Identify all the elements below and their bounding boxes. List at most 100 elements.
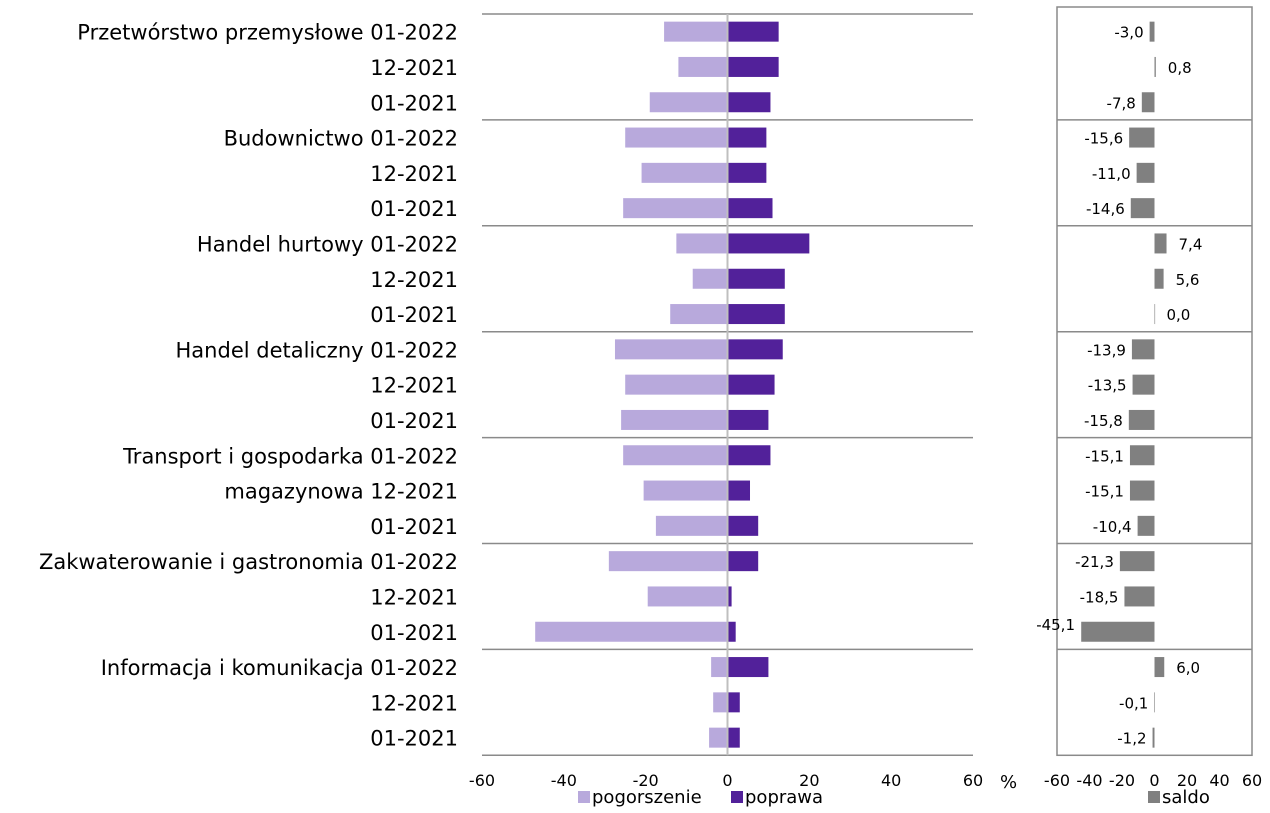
saldo-value-label: -15,8	[1084, 412, 1123, 430]
saldo-value-label: -14,6	[1086, 200, 1125, 218]
x-tick-label: -60	[469, 771, 495, 790]
saldo-value-label: -3,0	[1114, 24, 1143, 42]
saldo-value-label: -21,3	[1075, 553, 1114, 571]
bar-poprawa	[727, 21, 779, 42]
bar-pogorszenie	[535, 621, 728, 642]
saldo-x-tick-label: -40	[1076, 771, 1102, 790]
category-label: magazynowa 12-2021	[224, 480, 458, 504]
bar-pogorszenie	[664, 21, 728, 42]
legend-label-poprawa: poprawa	[745, 787, 823, 808]
category-label: 12-2021	[370, 374, 458, 398]
saldo-value-label: -15,6	[1084, 130, 1123, 148]
saldo-value-label: 6,0	[1176, 659, 1200, 677]
saldo-value-label: 5,6	[1176, 271, 1200, 289]
bar-saldo	[1141, 92, 1155, 113]
bar-poprawa	[727, 515, 759, 536]
bar-poprawa	[727, 445, 771, 466]
bar-pogorszenie	[621, 409, 728, 430]
saldo-panel-border	[1056, 6, 1253, 757]
category-label: Budownictwo 01-2022	[224, 127, 458, 151]
category-label: 01-2021	[370, 197, 458, 221]
bar-pogorszenie	[641, 162, 728, 183]
category-label: Transport i gospodarka 01-2022	[122, 444, 458, 468]
category-label: Handel hurtowy 01-2022	[197, 232, 458, 256]
bar-poprawa	[727, 268, 785, 289]
bar-poprawa	[727, 727, 740, 748]
bar-pogorszenie	[647, 586, 728, 607]
saldo-value-label: -11,0	[1092, 165, 1131, 183]
saldo-value-label: -15,1	[1085, 447, 1124, 465]
bar-saldo	[1154, 56, 1156, 77]
bar-poprawa	[727, 233, 810, 254]
bar-saldo	[1137, 515, 1155, 536]
saldo-value-label: 7,4	[1179, 235, 1203, 253]
saldo-value-label: 0,8	[1168, 59, 1192, 77]
category-label: Handel detaliczny 01-2022	[176, 338, 458, 362]
bar-pogorszenie	[678, 56, 728, 77]
bar-poprawa	[727, 339, 783, 360]
saldo-x-tick-label: 60	[1242, 771, 1262, 790]
bar-saldo	[1152, 727, 1155, 748]
category-label: Zakwaterowanie i gastronomia 01-2022	[39, 550, 458, 574]
legend-swatch-saldo	[1148, 791, 1160, 803]
bar-pogorszenie	[608, 551, 728, 572]
saldo-x-tick-label: -20	[1109, 771, 1135, 790]
bar-poprawa	[727, 692, 740, 713]
bar-pogorszenie	[713, 692, 728, 713]
bar-poprawa	[727, 374, 775, 395]
saldo-value-label: -13,9	[1087, 341, 1126, 359]
bar-poprawa	[727, 586, 732, 607]
bar-pogorszenie	[655, 515, 728, 536]
saldo-x-tick-label: -60	[1044, 771, 1070, 790]
bar-pogorszenie	[711, 657, 728, 678]
bar-saldo	[1136, 162, 1155, 183]
category-label: 01-2021	[370, 91, 458, 115]
category-label: 01-2021	[370, 621, 458, 645]
x-tick-label: -20	[633, 771, 659, 790]
category-label: Informacja i komunikacja 01-2022	[101, 656, 458, 680]
bar-pogorszenie	[692, 268, 728, 289]
bar-pogorszenie	[709, 727, 728, 748]
category-label: 01-2021	[370, 409, 458, 433]
bar-saldo	[1129, 127, 1155, 148]
legend-swatch-poprawa	[731, 791, 743, 803]
bar-poprawa	[727, 480, 751, 501]
x-tick-label: 20	[799, 771, 819, 790]
category-label: 12-2021	[370, 585, 458, 609]
saldo-value-label: -1,2	[1117, 730, 1146, 748]
bar-saldo	[1081, 621, 1155, 642]
bar-poprawa	[727, 621, 736, 642]
saldo-value-label: -10,4	[1093, 518, 1132, 536]
x-tick-label: -40	[551, 771, 577, 790]
bar-poprawa	[727, 198, 773, 219]
saldo-value-label: -13,5	[1088, 377, 1127, 395]
bar-saldo	[1149, 21, 1155, 42]
category-label: 01-2021	[370, 303, 458, 327]
category-label: 01-2021	[370, 727, 458, 751]
bar-pogorszenie	[625, 127, 728, 148]
category-label: 01-2021	[370, 515, 458, 539]
saldo-x-tick-label: 0	[1149, 771, 1159, 790]
bar-poprawa	[727, 409, 769, 430]
bar-poprawa	[727, 56, 779, 77]
category-label: 12-2021	[370, 162, 458, 186]
bar-saldo	[1154, 304, 1156, 325]
bar-saldo	[1129, 445, 1155, 466]
bar-pogorszenie	[614, 339, 728, 360]
category-label: 12-2021	[370, 268, 458, 292]
bar-saldo	[1154, 657, 1165, 678]
legend-label-saldo: saldo	[1162, 787, 1210, 808]
bar-saldo	[1154, 233, 1167, 254]
saldo-value-label: -7,8	[1107, 94, 1136, 112]
bar-poprawa	[727, 657, 769, 678]
bar-saldo	[1124, 586, 1155, 607]
x-tick-label: 40	[881, 771, 901, 790]
bar-pogorszenie	[676, 233, 728, 254]
x-tick-label: 60	[963, 771, 983, 790]
x-tick-label: 0	[722, 771, 732, 790]
bar-saldo	[1154, 692, 1155, 713]
category-label: 12-2021	[370, 56, 458, 80]
saldo-x-tick-label: 20	[1177, 771, 1197, 790]
